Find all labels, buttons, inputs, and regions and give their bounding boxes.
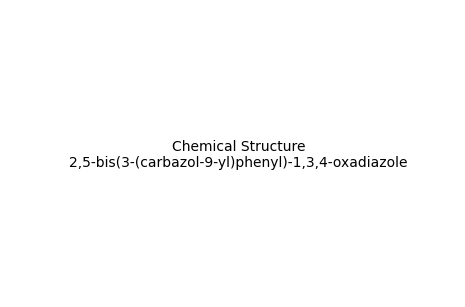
Text: Chemical Structure
2,5-bis(3-(carbazol-9-yl)phenyl)-1,3,4-oxadiazole: Chemical Structure 2,5-bis(3-(carbazol-9… xyxy=(69,140,407,170)
